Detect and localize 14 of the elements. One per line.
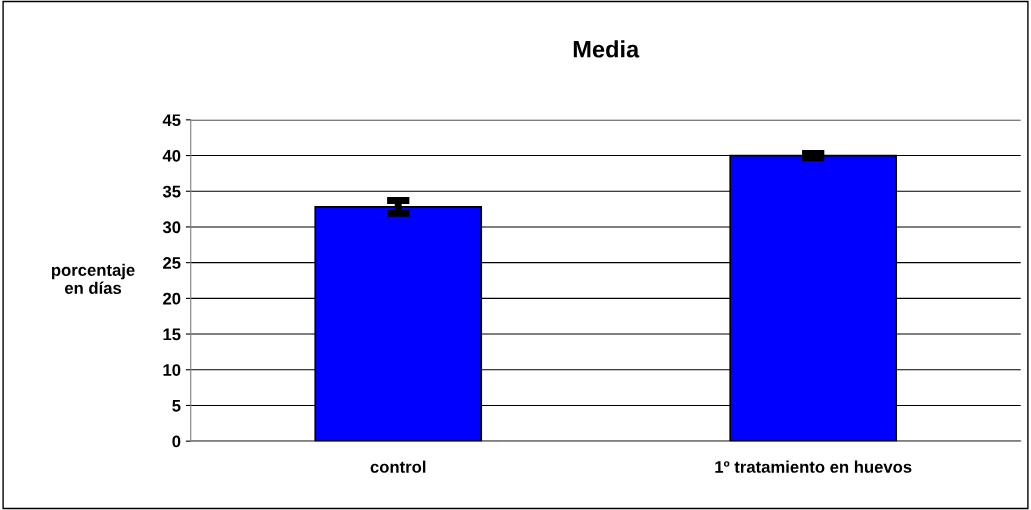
- y-tick-label: 10: [163, 364, 181, 376]
- y-tick-label: 5: [172, 400, 181, 412]
- y-tick-label: 20: [163, 292, 181, 305]
- y-tick-label: 15: [163, 328, 181, 341]
- y-tick-label: 0: [172, 435, 181, 448]
- x-tick-label: 1º tratamiento en huevos: [715, 460, 912, 473]
- y-tick-label: 45: [162, 114, 181, 127]
- chart-title: Media: [573, 40, 640, 58]
- y-tick-label: 30: [162, 221, 181, 234]
- x-tick-label: control: [370, 460, 426, 473]
- y-tick-label: 25: [163, 257, 181, 269]
- y-axis-title: porcentaje en días: [51, 263, 135, 294]
- y-tick-label: 35: [162, 185, 181, 198]
- y-tick-label: 40: [162, 149, 181, 162]
